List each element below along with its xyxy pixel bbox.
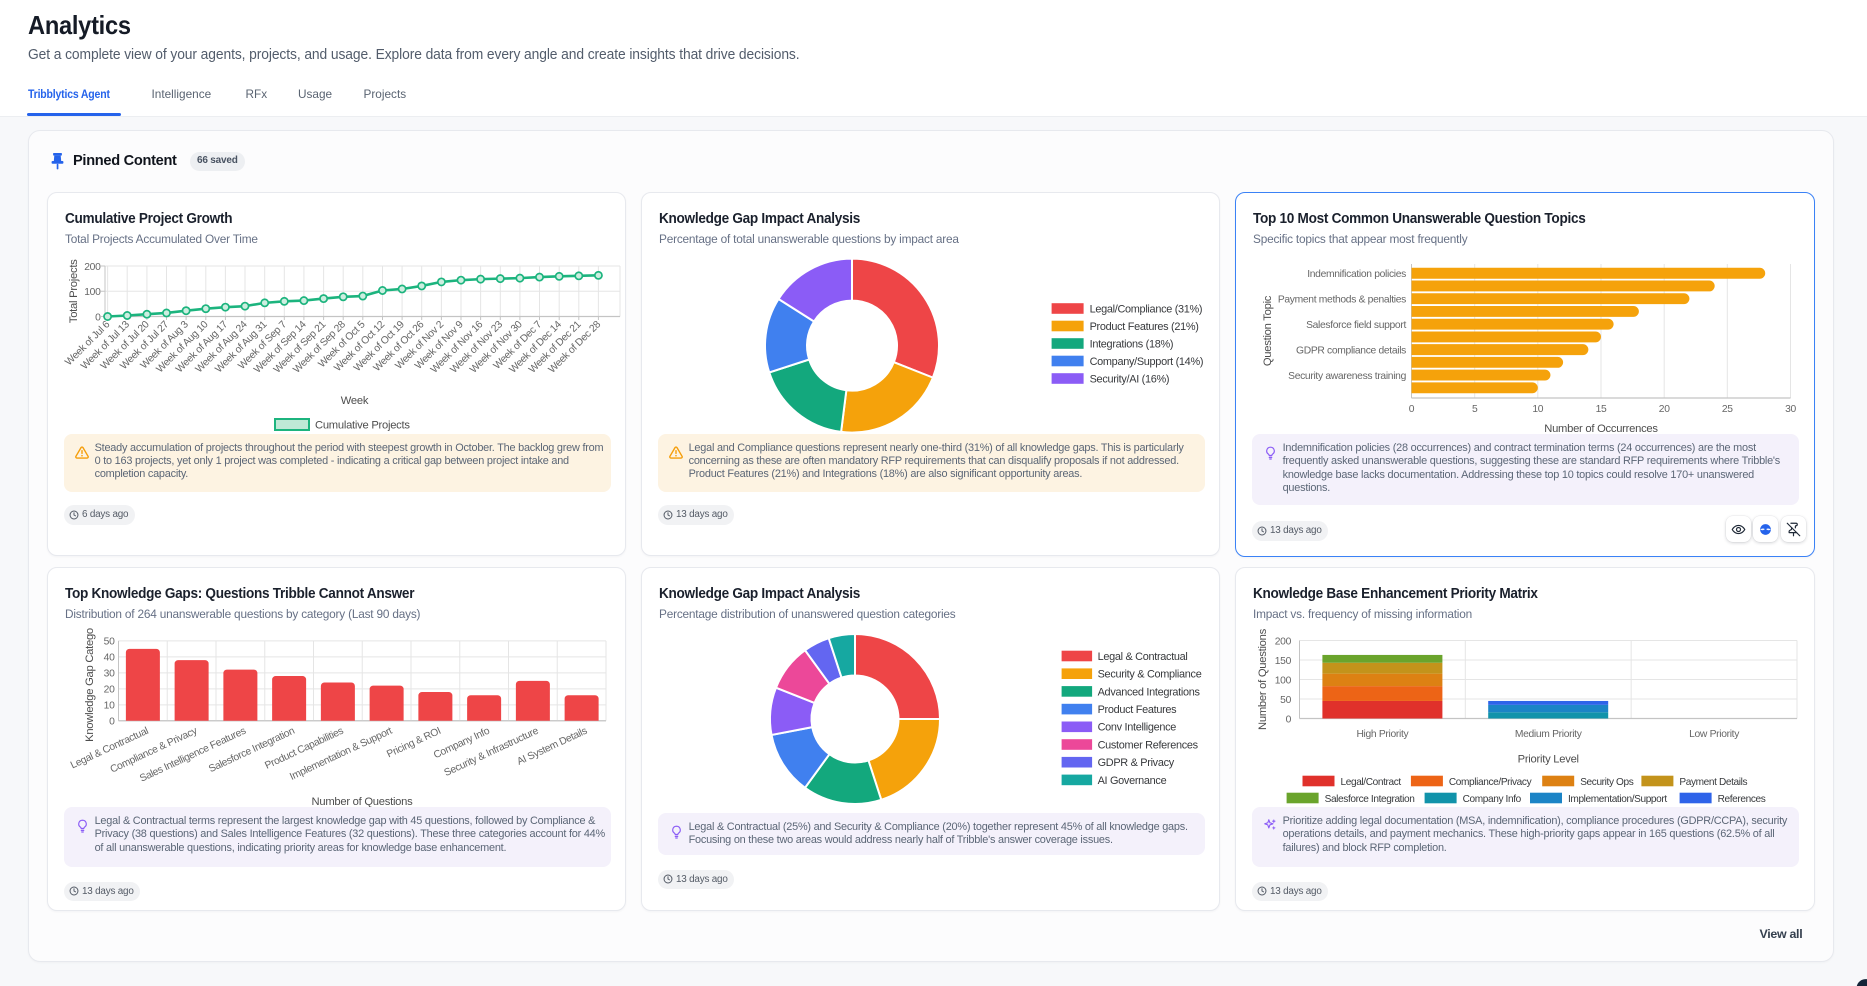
svg-text:0: 0 — [1286, 714, 1292, 725]
svg-text:Sales Intelligence Features: Sales Intelligence Features — [138, 726, 248, 785]
svg-text:Week of Jul 27: Week of Jul 27 — [118, 319, 171, 372]
svg-text:0: 0 — [1409, 404, 1415, 415]
svg-text:Security/AI (16%): Security/AI (16%) — [1090, 373, 1170, 385]
svg-text:Security & Compliance: Security & Compliance — [1098, 669, 1202, 681]
svg-text:Week of Oct 26: Week of Oct 26 — [372, 319, 427, 374]
svg-text:Salesforce Integration: Salesforce Integration — [207, 726, 297, 776]
svg-text:Implementation/Support: Implementation/Support — [1568, 794, 1667, 805]
svg-text:200: 200 — [1275, 636, 1292, 647]
svg-text:Week of Nov 23: Week of Nov 23 — [449, 319, 506, 376]
svg-text:Question Topic: Question Topic — [1262, 295, 1274, 366]
svg-text:0: 0 — [109, 717, 115, 728]
svg-text:GDPR & Privacy: GDPR & Privacy — [1098, 757, 1175, 769]
svg-text:Salesforce field support: Salesforce field support — [1306, 320, 1406, 331]
svg-text:Product Capabilities: Product Capabilities — [263, 726, 345, 772]
svg-text:Week of Oct 19: Week of Oct 19 — [352, 319, 407, 374]
svg-text:Legal/Compliance (31%): Legal/Compliance (31%) — [1090, 303, 1203, 315]
svg-text:Advanced Integrations: Advanced Integrations — [1098, 686, 1201, 698]
svg-text:Number of Questions: Number of Questions — [1257, 628, 1269, 730]
svg-text:Legal & Contractual: Legal & Contractual — [69, 726, 150, 772]
svg-text:5: 5 — [1472, 404, 1478, 415]
svg-text:30: 30 — [104, 669, 115, 680]
svg-text:Week of Jul 13: Week of Jul 13 — [79, 319, 132, 372]
svg-text:0: 0 — [95, 312, 101, 323]
svg-text:Week of Dec 21: Week of Dec 21 — [527, 319, 584, 376]
svg-text:200: 200 — [84, 262, 101, 273]
svg-text:Company Info: Company Info — [1463, 794, 1522, 805]
svg-text:Week of Oct 12: Week of Oct 12 — [332, 319, 387, 374]
svg-text:Security Ops: Security Ops — [1580, 777, 1634, 788]
svg-text:Implementation & Support: Implementation & Support — [288, 726, 394, 783]
svg-text:Week: Week — [341, 395, 369, 407]
svg-text:Customer References: Customer References — [1098, 739, 1199, 751]
svg-text:Week of Aug 10: Week of Aug 10 — [155, 319, 211, 375]
svg-text:Cumulative Projects: Cumulative Projects — [315, 420, 410, 432]
svg-text:AI Governance: AI Governance — [1098, 775, 1167, 787]
svg-text:25: 25 — [1722, 404, 1733, 415]
svg-text:Legal & Contractual: Legal & Contractual — [1098, 651, 1188, 663]
svg-text:Total Projects: Total Projects — [68, 259, 80, 323]
svg-text:100: 100 — [84, 287, 101, 298]
svg-text:Priority Level: Priority Level — [1518, 754, 1579, 766]
svg-text:Week of Nov 2: Week of Nov 2 — [394, 319, 447, 372]
svg-text:150: 150 — [1275, 656, 1292, 667]
svg-text:10: 10 — [1532, 404, 1543, 415]
svg-text:Company Info: Company Info — [432, 725, 492, 761]
svg-text:Week of Nov 16: Week of Nov 16 — [429, 319, 486, 376]
svg-text:Week of Sep 14: Week of Sep 14 — [252, 319, 309, 376]
svg-text:15: 15 — [1596, 404, 1607, 415]
svg-text:Compliance/Privacy: Compliance/Privacy — [1449, 777, 1533, 788]
svg-text:Week of Jul 20: Week of Jul 20 — [99, 319, 152, 372]
svg-text:References: References — [1718, 794, 1766, 805]
svg-text:Week of Nov 30: Week of Nov 30 — [468, 319, 525, 376]
svg-text:Company/Support (14%): Company/Support (14%) — [1090, 356, 1204, 368]
svg-text:Week of Dec 14: Week of Dec 14 — [508, 319, 565, 376]
svg-text:GDPR compliance details: GDPR compliance details — [1296, 345, 1406, 356]
svg-text:Week of Dec 28: Week of Dec 28 — [547, 319, 604, 376]
svg-text:10: 10 — [104, 701, 115, 712]
svg-text:Payment methods & penalties: Payment methods & penalties — [1278, 295, 1406, 306]
svg-text:High Priority: High Priority — [1356, 729, 1409, 740]
svg-text:100: 100 — [1275, 675, 1292, 686]
svg-text:50: 50 — [104, 637, 115, 648]
svg-text:Payment Details: Payment Details — [1679, 777, 1747, 788]
svg-text:20: 20 — [104, 685, 115, 696]
svg-text:AI System Details: AI System Details — [515, 726, 589, 768]
svg-text:Week of Jul 6: Week of Jul 6 — [63, 319, 112, 368]
svg-text:Pricing & ROI: Pricing & ROI — [385, 726, 442, 761]
svg-text:Compliance & Privacy: Compliance & Privacy — [109, 725, 200, 775]
svg-text:Legal/Contract: Legal/Contract — [1341, 777, 1402, 788]
svg-text:Week of Sep 21: Week of Sep 21 — [272, 319, 329, 376]
svg-text:40: 40 — [104, 653, 115, 664]
svg-text:50: 50 — [1280, 695, 1291, 706]
svg-text:Knowledge Gap Catego: Knowledge Gap Catego — [84, 628, 96, 742]
svg-text:Salesforce Integration: Salesforce Integration — [1325, 794, 1415, 805]
svg-text:Security & Infrastructure: Security & Infrastructure — [443, 726, 541, 780]
svg-text:Week of Aug 24: Week of Aug 24 — [194, 319, 250, 375]
svg-text:Week of Sep 28: Week of Sep 28 — [292, 319, 349, 376]
svg-text:Week of Aug 17: Week of Aug 17 — [174, 319, 230, 375]
svg-text:Week of Nov 9: Week of Nov 9 — [413, 319, 466, 372]
svg-text:Week of Aug 3: Week of Aug 3 — [139, 319, 191, 371]
svg-text:Week of Dec 7: Week of Dec 7 — [492, 319, 545, 372]
svg-text:Week of Oct 5: Week of Oct 5 — [317, 319, 368, 370]
svg-text:Week of Aug 31: Week of Aug 31 — [213, 319, 269, 375]
svg-text:Integrations (18%): Integrations (18%) — [1090, 338, 1174, 350]
svg-text:Conv Intelligence: Conv Intelligence — [1098, 722, 1177, 734]
svg-text:Product Features (21%): Product Features (21%) — [1090, 321, 1199, 333]
svg-text:Product Features: Product Features — [1098, 704, 1178, 716]
svg-text:Security awareness training: Security awareness training — [1288, 371, 1406, 382]
svg-text:20: 20 — [1659, 404, 1670, 415]
svg-text:Medium Priority: Medium Priority — [1515, 729, 1583, 740]
svg-text:Indemnification policies: Indemnification policies — [1307, 269, 1406, 280]
svg-text:30: 30 — [1785, 404, 1796, 415]
svg-text:Week of Sep 7: Week of Sep 7 — [236, 319, 289, 372]
svg-text:Low Priority: Low Priority — [1689, 729, 1740, 740]
